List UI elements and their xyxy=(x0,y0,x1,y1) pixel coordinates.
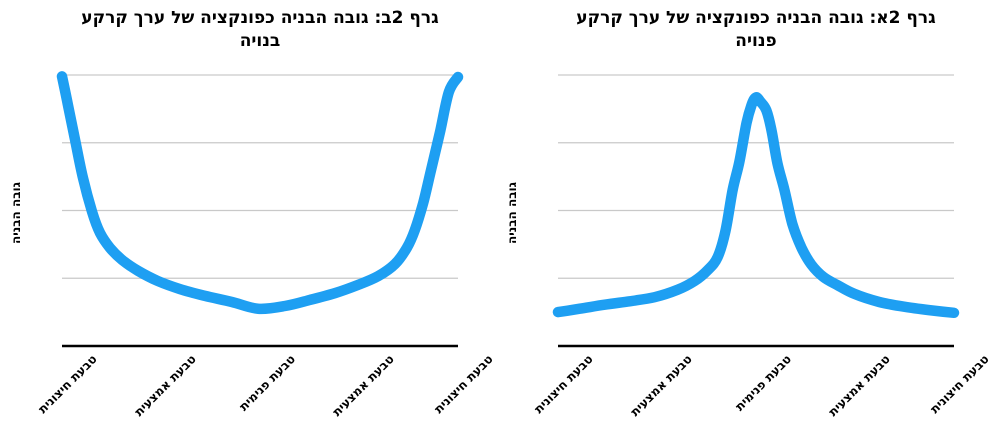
chart-graph-2a: גרף 2א: גובה הבניה כפונקציה של ערך קרקע … xyxy=(496,0,992,430)
x-tick-label: טבעת פנימית xyxy=(236,352,298,414)
data-curve xyxy=(56,71,464,315)
x-tick-label: טבעת אמצעית xyxy=(329,352,397,420)
x-tick-label: טבעת חיצונית xyxy=(927,352,992,417)
x-tick-label: טבעת אמצעית xyxy=(131,352,199,420)
x-tick-label: טבעת אמצעית xyxy=(825,352,893,420)
chart-graph-2b: גרף 2ב: גובה הבניה כפונקציה של ערך קרקע … xyxy=(9,7,496,420)
y-axis-label: גובה הבניה xyxy=(505,182,519,244)
x-tick-label: טבעת חיצונית xyxy=(431,352,496,417)
x-tick-label: טבעת חיצונית xyxy=(531,352,596,417)
x-tick-label: טבעת חיצונית xyxy=(35,352,100,417)
x-tick-label: טבעת אמצעית xyxy=(627,352,695,420)
chart-title: גרף 2א: גובה הבניה כפונקציה של ערך קרקע … xyxy=(558,7,954,53)
chart-title-line1: גרף 2ב: גובה הבניה כפונקציה של ערך קרקע xyxy=(81,8,439,28)
chart-title-line2: בנויה xyxy=(239,31,281,51)
plot-area xyxy=(552,74,960,348)
x-tick-label: טבעת פנימית xyxy=(732,352,794,414)
chart-title-line1: גרף 2א: גובה הבניה כפונקציה של ערך קרקע xyxy=(576,8,936,28)
chart-title: גרף 2ב: גובה הבניה כפונקציה של ערך קרקע … xyxy=(62,7,458,53)
y-axis-label: גובה הבניה xyxy=(9,182,23,244)
data-curve xyxy=(552,92,960,319)
chart-title-line2: פנויה xyxy=(735,31,777,51)
plot-area xyxy=(56,71,464,348)
